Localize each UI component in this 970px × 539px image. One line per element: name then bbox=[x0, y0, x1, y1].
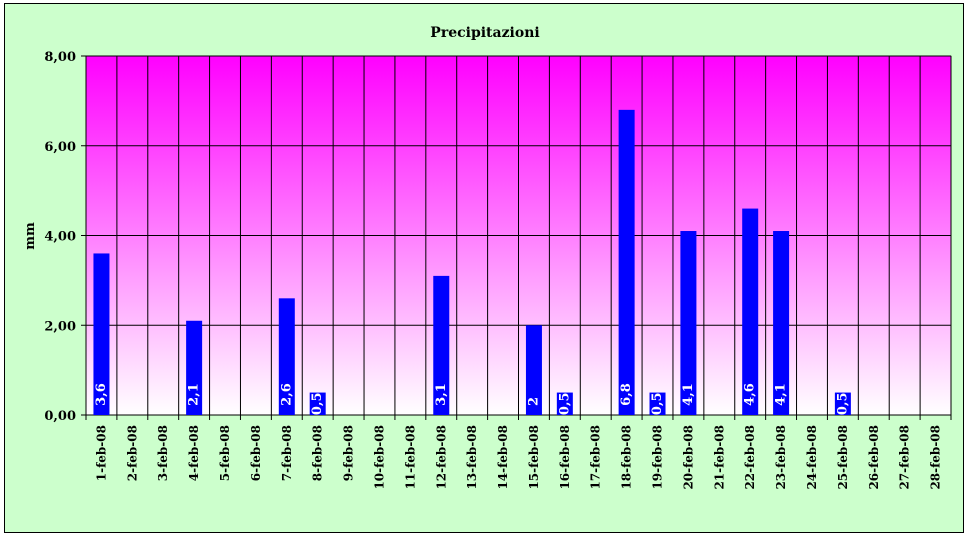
data-label: 0,5 bbox=[835, 392, 850, 415]
x-tick-label: 12-feb-08 bbox=[434, 425, 448, 490]
bar bbox=[309, 392, 326, 415]
bar bbox=[834, 392, 851, 415]
x-tick-label: 24-feb-08 bbox=[805, 425, 819, 490]
bar bbox=[93, 253, 110, 415]
y-tick-label: 2,00 bbox=[44, 319, 76, 334]
x-tick-label: 1-feb-08 bbox=[94, 425, 108, 481]
y-tick-label: 6,00 bbox=[44, 140, 76, 155]
x-tick-label: 17-feb-08 bbox=[589, 425, 603, 490]
x-tick-label: 23-feb-08 bbox=[774, 425, 788, 490]
data-label: 3,1 bbox=[434, 383, 449, 406]
x-tick-label: 2-feb-08 bbox=[125, 425, 139, 481]
x-tick-label: 4-feb-08 bbox=[187, 425, 201, 481]
y-axis-label: mm bbox=[23, 222, 38, 250]
x-tick-label: 22-feb-08 bbox=[743, 425, 757, 490]
bar bbox=[433, 275, 450, 415]
x-tick-label: 11-feb-08 bbox=[403, 425, 417, 490]
data-label: 4,1 bbox=[774, 383, 789, 406]
x-tick-label: 7-feb-08 bbox=[280, 425, 294, 481]
data-label: 0,5 bbox=[310, 392, 325, 415]
bar bbox=[773, 231, 790, 415]
bar bbox=[525, 325, 542, 415]
y-tick-label: 0,00 bbox=[44, 409, 76, 424]
x-tick-label: 9-feb-08 bbox=[342, 425, 356, 481]
data-label: 6,8 bbox=[619, 383, 634, 406]
data-label: 3,6 bbox=[94, 383, 109, 406]
x-tick-label: 27-feb-08 bbox=[898, 425, 912, 490]
bar bbox=[742, 208, 759, 415]
x-tick-label: 26-feb-08 bbox=[867, 425, 881, 490]
x-tick-label: 19-feb-08 bbox=[651, 425, 665, 490]
x-tick-label: 8-feb-08 bbox=[311, 425, 325, 481]
data-label: 0,5 bbox=[650, 392, 665, 415]
x-tick-label: 10-feb-08 bbox=[372, 425, 386, 490]
x-tick-label: 25-feb-08 bbox=[836, 425, 850, 490]
y-tick-label: 8,00 bbox=[44, 50, 76, 65]
chart-title: Precipitazioni bbox=[430, 25, 539, 41]
data-label: 4,1 bbox=[681, 383, 696, 406]
data-label: 4,6 bbox=[743, 383, 758, 406]
data-label: 2,1 bbox=[187, 383, 202, 406]
x-tick-label: 28-feb-08 bbox=[929, 425, 943, 490]
bar bbox=[680, 231, 697, 415]
data-label: 0,5 bbox=[557, 392, 572, 415]
y-tick-label: 4,00 bbox=[44, 230, 76, 245]
x-tick-label: 15-feb-08 bbox=[527, 425, 541, 490]
bar bbox=[186, 320, 203, 415]
x-tick-label: 13-feb-08 bbox=[465, 425, 479, 490]
x-tick-label: 3-feb-08 bbox=[156, 425, 170, 481]
x-tick-label: 6-feb-08 bbox=[249, 425, 263, 481]
x-tick-label: 21-feb-08 bbox=[712, 425, 726, 490]
data-label: 2 bbox=[526, 397, 541, 406]
x-tick-label: 14-feb-08 bbox=[496, 425, 510, 490]
bar bbox=[556, 392, 573, 415]
x-tick-label: 18-feb-08 bbox=[620, 425, 634, 490]
bar bbox=[649, 392, 666, 415]
x-tick-label: 16-feb-08 bbox=[558, 425, 572, 490]
bar bbox=[278, 298, 295, 415]
data-label: 2,6 bbox=[279, 383, 294, 406]
x-tick-label: 20-feb-08 bbox=[681, 425, 695, 490]
bar bbox=[618, 109, 635, 415]
x-tick-label: 5-feb-08 bbox=[218, 425, 232, 481]
